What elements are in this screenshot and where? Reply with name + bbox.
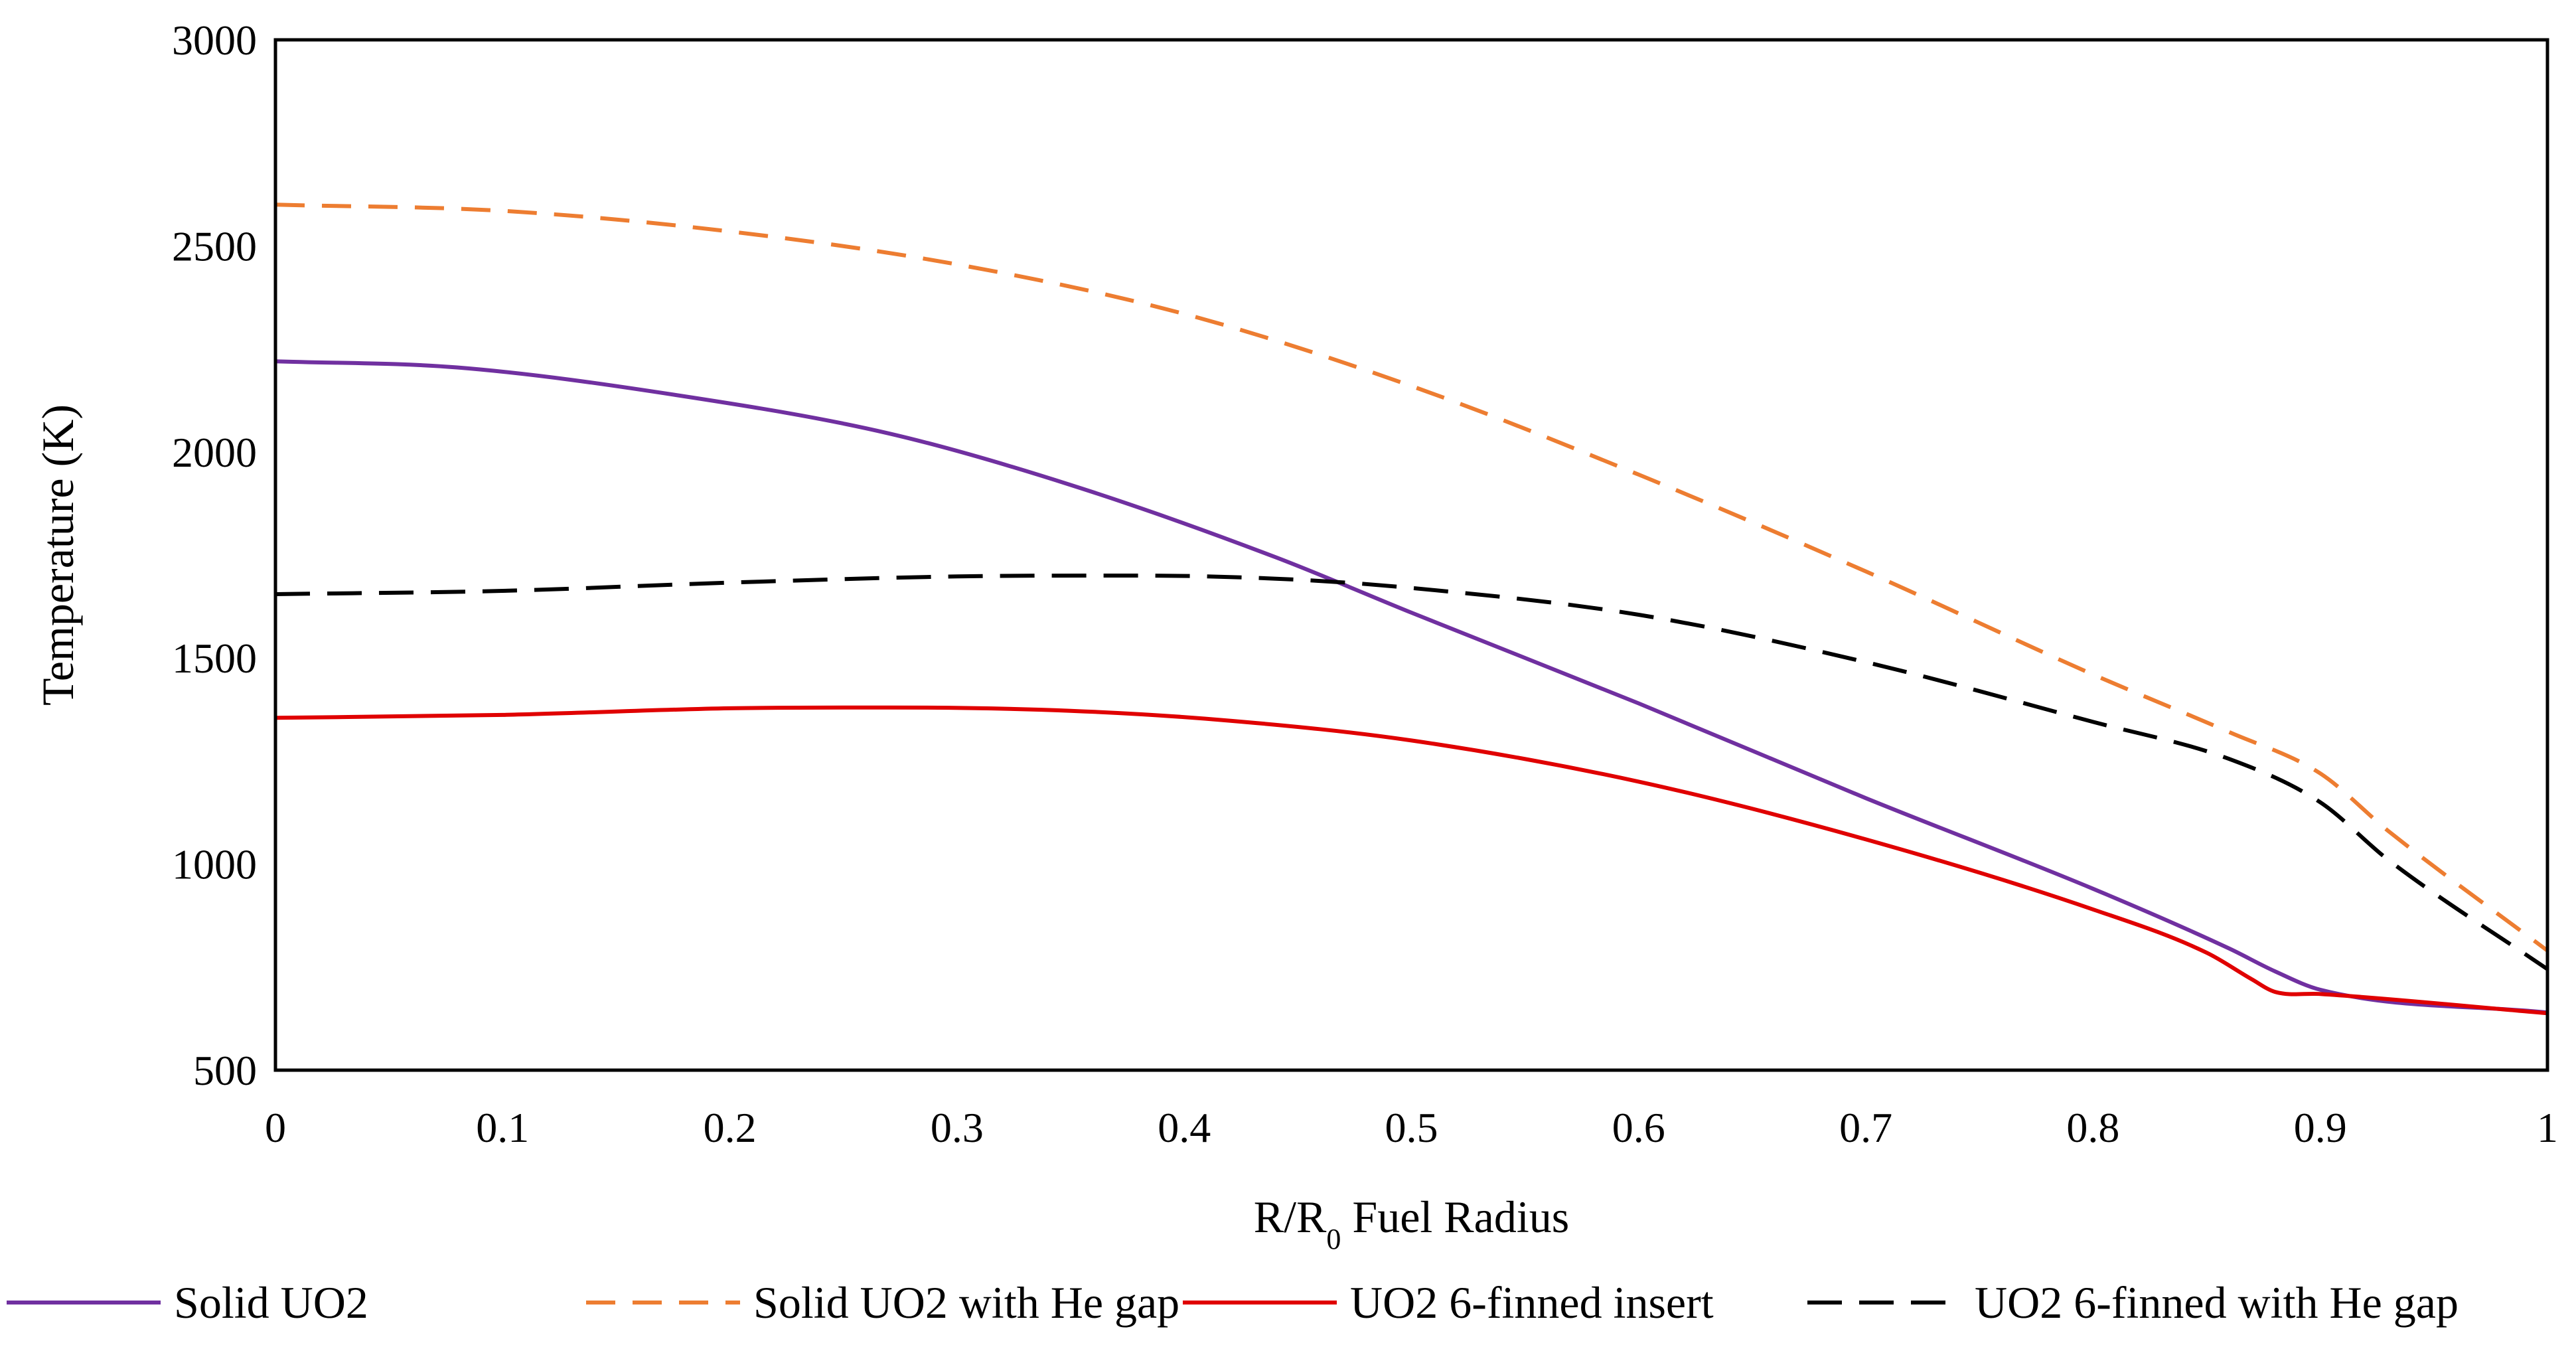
series-line-uo2-6-finned-insert	[275, 705, 2548, 1016]
y-axis-title: Temperature (K)	[33, 404, 83, 706]
legend-label-solid-uo2: Solid UO2	[174, 1277, 368, 1328]
y-tick-label: 1000	[172, 841, 257, 888]
series-line-solid-uo2	[275, 359, 2548, 1015]
legend-label-uo2-6-finned-insert: UO2 6-finned insert	[1350, 1277, 1714, 1328]
series-line-uo2-6-finned-with-he-gap	[275, 573, 2549, 971]
x-tick-label: 0.1	[476, 1104, 529, 1151]
y-tick-label: 2500	[172, 222, 257, 270]
series-line-solid-uo2-with-he-gap	[275, 202, 2549, 953]
x-tick-label: 1	[2537, 1104, 2558, 1151]
legend: Solid UO2 Solid UO2 with He gap UO2 6-finn…	[7, 1277, 2459, 1328]
x-tick-label: 0.7	[1839, 1104, 1892, 1151]
x-axis-title-suffix: Fuel Radius	[1341, 1192, 1569, 1242]
x-axis-title: R/R0 Fuel Radius	[1254, 1192, 1569, 1255]
series-layer	[275, 202, 2549, 1016]
legend-label-uo2-6-finned-with-he-gap: UO2 6-finned with He gap	[1975, 1277, 2459, 1328]
x-axis-title-subscript: 0	[1326, 1223, 1341, 1255]
x-tick-label: 0.8	[2066, 1104, 2119, 1151]
y-tick-label: 500	[193, 1047, 257, 1094]
x-tick-label: 0.9	[2294, 1104, 2347, 1151]
x-tick-label: 0	[265, 1104, 286, 1151]
x-tick-label: 0.4	[1158, 1104, 1211, 1151]
legend-label-solid-uo2-with-he-gap: Solid UO2 with He gap	[753, 1277, 1179, 1328]
x-tick-label: 0.2	[704, 1104, 757, 1151]
x-tick-label: 0.6	[1612, 1104, 1665, 1151]
x-axis-tick-labels: 0 0.1 0.2 0.3 0.4 0.5 0.6 0.7 0.8 0.9 1	[265, 1104, 2558, 1151]
y-tick-label: 3000	[172, 17, 257, 64]
x-axis-title-main: R/R	[1254, 1192, 1327, 1242]
plot-frame	[273, 38, 2549, 1072]
x-tick-label: 0.3	[931, 1104, 984, 1151]
y-axis-tick-labels: 500 1000 1500 2000 2500 3000	[172, 17, 257, 1094]
y-tick-label: 1500	[172, 635, 257, 682]
x-tick-label: 0.5	[1385, 1104, 1438, 1151]
y-tick-label: 2000	[172, 429, 257, 476]
